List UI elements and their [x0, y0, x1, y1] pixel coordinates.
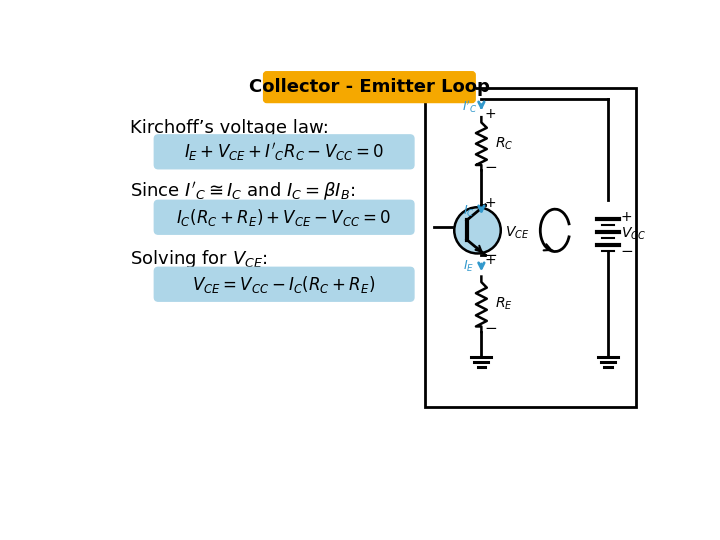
Text: −: −: [485, 321, 497, 336]
Bar: [425, 88, 636, 408]
FancyBboxPatch shape: [154, 200, 414, 234]
Text: $I_E + V_{CE} + I'_CR_C - V_{CC} = 0$: $I_E + V_{CE} + I'_CR_C - V_{CC} = 0$: [184, 141, 384, 163]
Text: $I'_C$: $I'_C$: [462, 98, 477, 114]
Text: $V_{CC}$: $V_{CC}$: [621, 226, 646, 242]
Circle shape: [454, 207, 500, 253]
FancyBboxPatch shape: [154, 135, 414, 168]
Text: $I_C(R_C + R_E) + V_{CE} - V_{CC} = 0$: $I_C(R_C + R_E) + V_{CE} - V_{CC} = 0$: [176, 207, 391, 228]
Text: Kirchoff’s voltage law:: Kirchoff’s voltage law:: [130, 119, 329, 137]
Text: −: −: [621, 244, 634, 259]
Text: Since $I'_C \cong I_C$ and $I_C = \beta I_B$:: Since $I'_C \cong I_C$ and $I_C = \beta …: [130, 180, 356, 204]
Text: $R_E$: $R_E$: [495, 296, 513, 313]
FancyBboxPatch shape: [264, 72, 475, 103]
Text: $R_C$: $R_C$: [495, 136, 514, 152]
Text: −: −: [485, 160, 497, 176]
Text: $I_E$: $I_E$: [464, 259, 474, 274]
Text: $I_C$: $I_C$: [463, 204, 475, 219]
FancyBboxPatch shape: [154, 267, 414, 301]
Text: +: +: [621, 210, 632, 224]
Text: $V_{CE} = V_{CC} - I_C(R_C + R_E)$: $V_{CE} = V_{CC} - I_C(R_C + R_E)$: [192, 274, 375, 295]
Text: +: +: [485, 197, 497, 211]
Text: Solving for $V_{CE}$:: Solving for $V_{CE}$:: [130, 248, 268, 270]
Text: +: +: [485, 253, 497, 267]
Text: −: −: [485, 248, 497, 264]
Text: $V_{CE}$: $V_{CE}$: [505, 225, 529, 241]
Text: +: +: [485, 107, 497, 121]
Text: Collector - Emitter Loop: Collector - Emitter Loop: [248, 78, 490, 96]
